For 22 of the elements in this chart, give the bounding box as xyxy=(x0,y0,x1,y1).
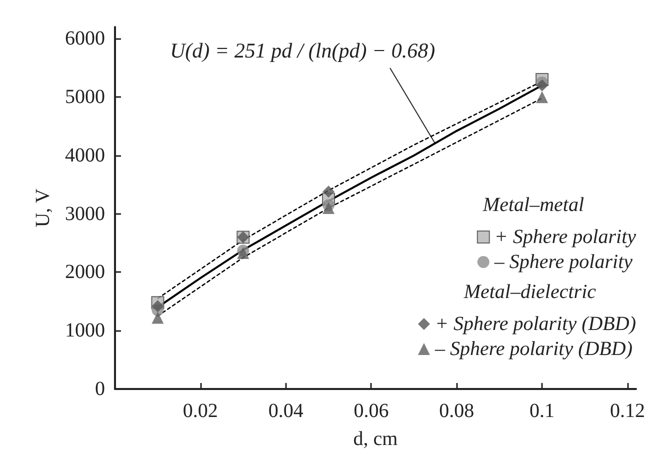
legend-label: – Sphere polarity xyxy=(493,251,633,273)
y-tick-label: 3000 xyxy=(65,202,105,225)
x-tick-label: 0.06 xyxy=(354,400,389,422)
x-tick-label: 0.02 xyxy=(182,400,218,422)
x-tick-label: 0.04 xyxy=(268,400,304,422)
y-tick-label: 6000 xyxy=(65,28,105,50)
legend-label: + Sphere polarity xyxy=(494,226,636,248)
y-tick-label: 0 xyxy=(95,378,105,400)
y-tick-label: 5000 xyxy=(65,86,105,108)
y-tick-label: 1000 xyxy=(65,320,105,342)
x-tick-label: 0.1 xyxy=(530,400,555,422)
legend-label: – Sphere polarity (DBD) xyxy=(434,338,633,360)
y-tick-label: 4000 xyxy=(65,144,105,166)
x-tick-label: 0.12 xyxy=(610,400,645,422)
x-tick-label: 0.08 xyxy=(439,400,474,422)
annotation: U(d) = 251 pd / (ln(pd) − 0.68) xyxy=(170,38,436,62)
y-axis-title: U, V xyxy=(32,188,54,228)
legend-label: + Sphere polarity (DBD) xyxy=(434,313,636,335)
x-axis-title: d, cm xyxy=(353,428,398,450)
y-tick-label: 2000 xyxy=(65,261,105,284)
annotation: Metal–metal xyxy=(482,194,584,216)
annotation: Metal–dielectric xyxy=(462,281,596,303)
